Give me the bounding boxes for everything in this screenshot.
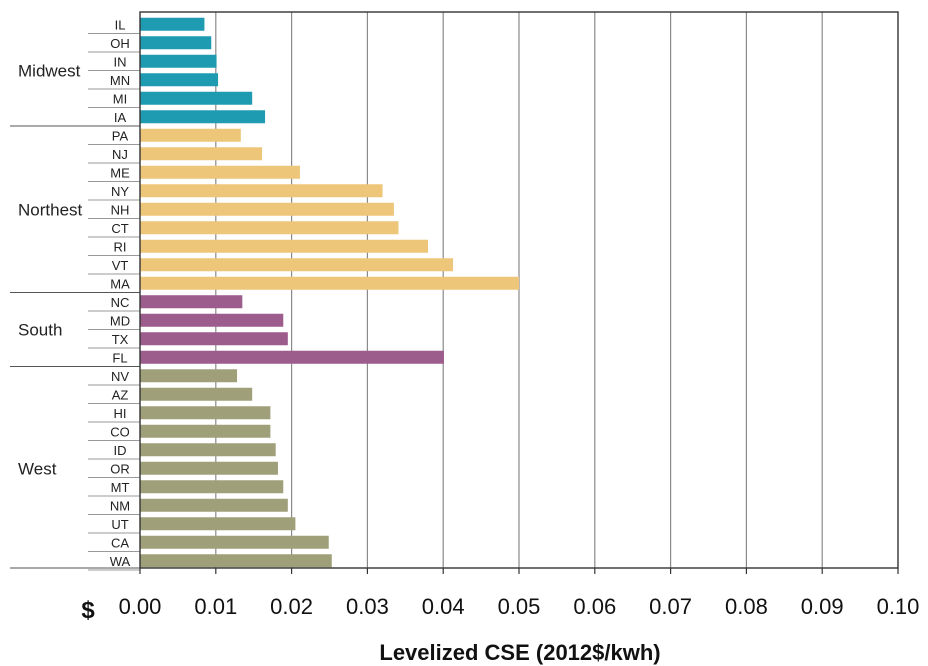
bar-oh [140,36,212,50]
category-label: IN [114,54,127,69]
bar-nc [140,295,243,309]
bar-co [140,424,271,438]
category-label: UT [111,517,128,532]
bar-in [140,54,217,68]
group-label-northest: Northest [18,200,83,219]
bar-vt [140,258,454,272]
category-label: MN [110,73,130,88]
bar-ia [140,110,266,124]
category-label: WA [110,554,131,569]
x-tick-label: 0.04 [422,594,465,619]
category-label: FL [112,350,127,365]
x-tick-label: 0.05 [498,594,541,619]
bar-md [140,313,284,327]
x-tick-label: 0.08 [725,594,768,619]
category-label: NV [111,369,129,384]
category-label: VT [112,258,129,273]
category-label: CT [111,221,128,236]
x-tick-label: 0.10 [877,594,920,619]
group-label-midwest: Midwest [18,62,81,81]
category-label: MA [110,276,130,291]
bar-az [140,387,253,401]
bar-mi [140,91,253,105]
bar-il [140,17,205,31]
bar-ca [140,535,329,549]
category-label: IA [114,110,127,125]
bar-ct [140,221,399,235]
category-label: NC [111,295,130,310]
x-axis-label: Levelized CSE (2012$/kwh) [379,640,660,665]
bar-pa [140,128,241,142]
bar-fl [140,350,444,364]
x-tick-label: 0.01 [194,594,237,619]
bar-mt [140,480,284,494]
category-label: NM [110,498,130,513]
category-label: RI [114,239,127,254]
category-label: ID [114,443,127,458]
x-tick-label: 0.02 [270,594,313,619]
category-label: NY [111,184,129,199]
bar-ma [140,276,519,290]
x-tick-label: 0.06 [573,594,616,619]
category-label: PA [112,128,129,143]
bar-tx [140,332,288,346]
bar-or [140,461,278,475]
category-label: MI [113,91,127,106]
bar-mn [140,73,219,87]
bar-ri [140,239,429,253]
category-label: ME [110,165,130,180]
x-tick-label: 0.07 [649,594,692,619]
bar-ut [140,517,296,531]
category-label: MT [111,480,130,495]
bars [140,17,519,568]
category-label: NH [111,202,130,217]
x-tick-label: 0.00 [119,594,162,619]
category-labels: IL OH IN MN MI IA Midwest PA NJ ME NY NH CT RI VT MA Nor… [10,17,140,571]
x-tick-label: 0.09 [801,594,844,619]
bar-ny [140,184,383,198]
x-axis: 0.00 0.01 0.02 0.03 0.04 0.05 0.06 0.07 0.08 0.09… [119,11,920,619]
bar-me [140,165,300,179]
category-label: CO [110,424,130,439]
category-label: OR [110,461,130,476]
group-label-south: South [18,321,62,340]
x-tick-label: 0.03 [346,594,389,619]
bar-id [140,443,276,457]
bar-nm [140,498,288,512]
group-label-west: West [18,459,57,478]
category-label: HI [114,406,127,421]
category-label: NJ [112,147,128,162]
currency-symbol: $ [81,597,95,624]
category-label: OH [110,36,130,51]
bar-wa [140,554,332,568]
category-label: AZ [112,387,129,402]
bar-nj [140,147,263,161]
category-label: MD [110,313,130,328]
plot-frame [139,11,899,569]
bar-nv [140,369,238,383]
category-label: IL [115,17,126,32]
bar-nh [140,202,394,216]
category-label: CA [111,535,129,550]
bar-hi [140,406,271,420]
grid-lines [215,12,823,568]
category-label: TX [112,332,129,347]
